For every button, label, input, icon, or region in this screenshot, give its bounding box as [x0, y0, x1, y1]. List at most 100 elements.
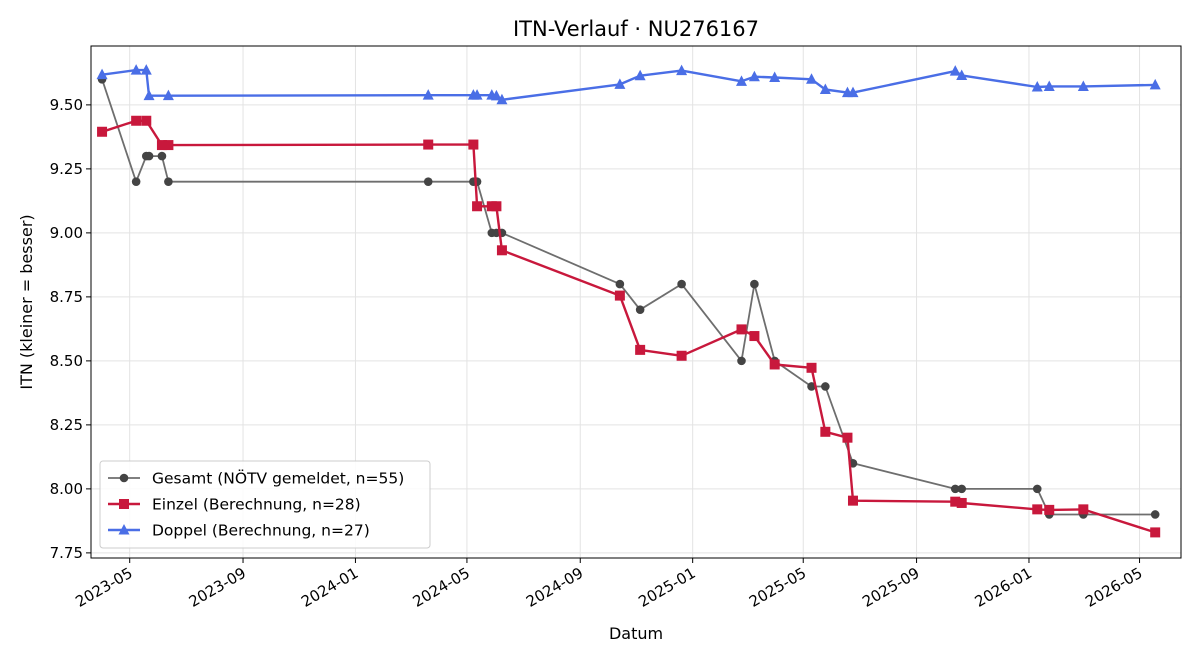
data-point — [143, 89, 155, 101]
series-line — [101, 68, 1156, 102]
data-point — [141, 115, 152, 126]
series-triangle — [96, 64, 1161, 105]
data-point — [676, 350, 687, 361]
data-point — [163, 140, 174, 151]
data-point — [97, 126, 108, 137]
data-point — [737, 356, 746, 366]
plot-frame — [90, 45, 1182, 559]
data-point — [1032, 504, 1043, 515]
data-point — [423, 139, 434, 150]
data-point — [1078, 504, 1089, 515]
y-tick-label: 8.50 — [50, 352, 83, 370]
data-point — [956, 497, 967, 508]
data-point — [422, 89, 434, 100]
data-point — [1031, 80, 1043, 92]
data-point — [807, 382, 816, 391]
y-tick-label: 8.25 — [50, 416, 83, 434]
data-point — [496, 245, 507, 256]
legend-box — [99, 460, 431, 549]
data-point — [130, 64, 142, 75]
data-point — [735, 75, 747, 86]
data-point — [615, 279, 625, 289]
series-square — [97, 115, 1161, 538]
x-tick-label: 2024-01 — [298, 564, 361, 611]
grid-lines — [91, 46, 1181, 558]
data-point — [468, 139, 479, 150]
data-point — [949, 65, 961, 76]
data-point — [806, 362, 817, 373]
data-point — [144, 151, 154, 161]
data-point — [820, 426, 831, 437]
series-layer — [96, 64, 1161, 538]
data-point — [676, 64, 688, 76]
y-tick-label: 9.50 — [50, 96, 83, 114]
data-point — [1043, 80, 1055, 91]
data-point — [634, 69, 646, 81]
y-tick-label: 9.00 — [50, 224, 83, 242]
data-point — [635, 305, 645, 314]
data-point — [471, 89, 483, 100]
data-point — [156, 140, 167, 151]
y-tick-label: 9.25 — [50, 160, 83, 178]
x-tick-label: 2026-01 — [972, 564, 1035, 611]
data-point — [677, 279, 686, 289]
data-point — [736, 324, 747, 335]
data-point — [635, 344, 646, 355]
data-point — [1149, 78, 1161, 90]
legend-swatch-marker — [119, 473, 129, 483]
data-point — [847, 495, 858, 506]
data-point — [496, 93, 508, 105]
y-tick-label: 8.75 — [50, 288, 83, 306]
legend-label: Einzel (Berechnung, n=28) — [152, 496, 361, 514]
data-point — [164, 177, 173, 186]
data-point — [1044, 504, 1055, 515]
x-tick-label: 2026-05 — [1082, 564, 1145, 611]
data-point — [140, 64, 152, 75]
data-point — [950, 496, 961, 507]
data-point — [957, 484, 967, 494]
data-point — [956, 69, 968, 80]
x-tick-label: 2025-09 — [859, 564, 922, 611]
chart-title: ITN-Verlauf · NU276167 — [513, 17, 759, 41]
data-point — [806, 73, 818, 84]
x-tick-label: 2025-01 — [635, 564, 698, 611]
data-point — [819, 83, 831, 95]
data-point — [769, 71, 781, 82]
data-point — [1150, 510, 1160, 519]
data-point — [821, 382, 830, 391]
legend-swatch-marker — [118, 524, 130, 535]
data-point — [472, 177, 482, 186]
y-axis-label: ITN (kleiner = besser) — [17, 214, 36, 389]
legend: Gesamt (NÖTV gemeldet, n=55) Einzel (Bere… — [99, 460, 431, 549]
legend-label: Doppel (Berechnung, n=27) — [152, 522, 370, 540]
data-point — [423, 177, 433, 186]
legend-label: Gesamt (NÖTV gemeldet, n=55) — [152, 469, 404, 488]
x-tick-label: 2023-05 — [72, 564, 135, 611]
data-point — [131, 115, 142, 126]
x-tick-label: 2024-09 — [523, 564, 586, 611]
x-tick-label: 2024-05 — [410, 564, 473, 611]
data-point — [472, 201, 483, 212]
x-tick-label: 2023-09 — [186, 564, 249, 611]
y-tick-label: 8.00 — [50, 480, 83, 498]
data-point — [491, 201, 502, 212]
x-tick-label: 2025-05 — [746, 564, 809, 611]
data-point — [157, 151, 167, 161]
y-axis-ticks: 7.75 8.00 8.25 8.50 8.75 9.00 9.25 9.50 — [50, 96, 91, 562]
data-point — [950, 484, 960, 494]
data-point — [96, 68, 108, 80]
data-point — [162, 89, 174, 101]
data-point — [769, 359, 780, 370]
data-point — [1032, 484, 1042, 494]
y-tick-label: 7.75 — [50, 544, 83, 562]
x-axis-label: Datum — [609, 624, 663, 643]
legend-swatch-marker — [119, 499, 129, 509]
data-point — [842, 432, 853, 443]
data-point — [847, 86, 859, 98]
data-point — [749, 331, 760, 342]
data-point — [1077, 80, 1089, 91]
data-point — [748, 70, 760, 82]
data-point — [1150, 527, 1161, 538]
data-point — [614, 290, 625, 301]
